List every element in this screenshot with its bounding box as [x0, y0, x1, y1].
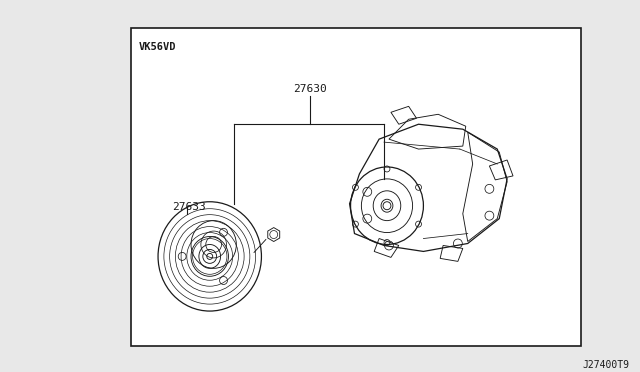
Text: 27633: 27633	[172, 202, 206, 212]
Bar	[131, 28, 581, 346]
Text: VK56VD: VK56VD	[139, 42, 177, 52]
Text: 27630: 27630	[293, 84, 327, 94]
Text: J27400T9: J27400T9	[583, 360, 630, 370]
